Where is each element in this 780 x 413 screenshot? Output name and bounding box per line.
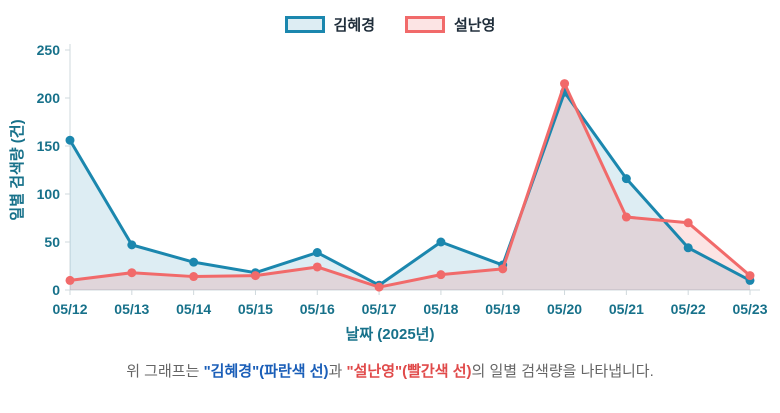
legend-swatch-blue <box>284 15 325 33</box>
chart-legend: 김혜경 설난영 <box>284 12 495 36</box>
svg-text:150: 150 <box>37 138 61 154</box>
svg-text:05/16: 05/16 <box>300 301 335 317</box>
svg-text:05/23: 05/23 <box>732 301 767 317</box>
legend-item-seolnanyoung: 설난영 <box>405 14 495 35</box>
svg-text:05/22: 05/22 <box>671 301 706 317</box>
caption-suffix: 의 일별 검색량을 나타냅니다. <box>471 363 654 380</box>
svg-text:05/18: 05/18 <box>423 301 458 317</box>
caption-prefix: 위 그래프는 <box>126 363 204 380</box>
caption-seol: "설난영"(빨간색 선) <box>346 363 472 380</box>
svg-text:05/12: 05/12 <box>52 301 87 317</box>
svg-text:05/21: 05/21 <box>609 301 644 317</box>
svg-text:일별 검색량 (건): 일별 검색량 (건) <box>8 119 26 220</box>
svg-text:05/20: 05/20 <box>547 301 582 317</box>
svg-text:05/15: 05/15 <box>238 301 273 317</box>
caption-kim: "김혜경"(파란색 선) <box>203 363 329 380</box>
chart-area: 0 50 100 150 200 250 05/12 05/13 05/14 05/15 05/16… <box>0 38 780 323</box>
svg-text:05/14: 05/14 <box>176 301 211 317</box>
svg-text:250: 250 <box>37 42 61 58</box>
legend-label-kimhyegyeong: 김혜경 <box>333 16 375 34</box>
svg-text:05/19: 05/19 <box>485 301 520 317</box>
svg-text:05/13: 05/13 <box>114 301 149 317</box>
svg-text:200: 200 <box>37 90 61 106</box>
svg-text:0: 0 <box>52 282 60 298</box>
caption: 위 그래프는 "김혜경"(파란색 선)과 "설난영"(빨간색 선)의 일별 검색… <box>126 360 654 381</box>
x-axis-title: 날짜 (2025년) <box>345 326 435 343</box>
legend-swatch-red <box>405 15 445 33</box>
legend-item-kimhyegyeong: 김혜경 <box>284 14 375 35</box>
svg-text:50: 50 <box>44 234 60 250</box>
caption-middle: 과 <box>328 363 347 380</box>
svg-text:05/17: 05/17 <box>362 301 397 317</box>
svg-text:100: 100 <box>37 186 61 202</box>
legend-label-seolnanyoung: 설난영 <box>454 16 496 34</box>
line-chart: 0 50 100 150 200 250 05/12 05/13 05/14 05/15 05/16… <box>8 42 768 317</box>
